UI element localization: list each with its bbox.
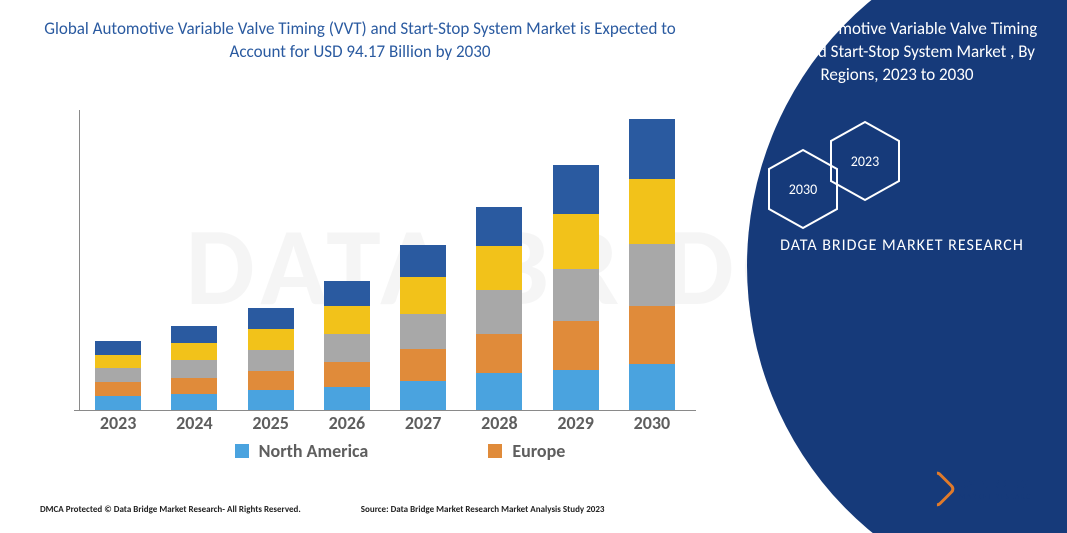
hexagon-label: 2023	[851, 153, 879, 170]
bar-segment-top_blue	[171, 326, 217, 343]
legend-swatch	[235, 444, 249, 458]
bar-segment-yellow	[400, 277, 446, 314]
x-axis-labels: 2023 2024 2025 2026 2027 2028 2029 2030	[80, 412, 690, 434]
bar-segment-top_blue	[476, 207, 522, 246]
bar-segment-yellow	[248, 329, 294, 350]
x-axis-label: 2027	[405, 412, 442, 434]
bar-segment-europe	[324, 362, 370, 387]
logo-text: DATA BRIDGE	[959, 477, 1037, 492]
bar-segment-gray	[400, 314, 446, 349]
hexagon-group: 2030 2023	[767, 120, 947, 230]
bar-segment-north_america	[248, 390, 294, 410]
bar-segment-europe	[171, 378, 217, 394]
right-panel-title: Global Automotive Variable Valve Timing …	[747, 18, 1047, 87]
bar-segment-gray	[629, 244, 675, 306]
bar-segment-top_blue	[553, 165, 599, 213]
bar-segment-top_blue	[324, 281, 370, 306]
x-axis-label: 2028	[481, 412, 518, 434]
bar-segment-europe	[629, 306, 675, 364]
x-axis-label: 2026	[329, 412, 366, 434]
bar-segment-yellow	[95, 355, 141, 369]
infographic-canvas: DATA BRIDGE Global Automotive Variable V…	[0, 0, 1067, 533]
bar-segment-top_blue	[629, 119, 675, 179]
bar-segment-north_america	[171, 394, 217, 410]
legend-item: Europe	[488, 440, 565, 462]
bar-segment-yellow	[629, 179, 675, 244]
legend-item: North America	[235, 440, 369, 462]
legend-swatch	[488, 444, 502, 458]
bar-segment-north_america	[476, 373, 522, 410]
footer: DMCA Protected © Data Bridge Market Rese…	[40, 504, 740, 515]
hexagon-2023: 2023	[829, 120, 901, 202]
bar-segment-north_america	[400, 381, 446, 410]
x-axis-label: 2024	[176, 412, 213, 434]
bar-segment-europe	[248, 371, 294, 391]
bar-segment-north_america	[629, 364, 675, 410]
bar-segment-north_america	[553, 370, 599, 410]
legend-label: Europe	[512, 440, 565, 462]
bar-segment-europe	[476, 334, 522, 373]
bar-segment-gray	[476, 290, 522, 334]
bar-column	[324, 281, 370, 410]
bar-column	[95, 341, 141, 410]
bar-segment-europe	[553, 321, 599, 369]
bar-segment-yellow	[476, 246, 522, 290]
bar-segment-gray	[248, 350, 294, 371]
bar-segment-gray	[171, 360, 217, 377]
footer-copyright: DMCA Protected © Data Bridge Market Rese…	[40, 504, 301, 515]
bar-segment-north_america	[324, 387, 370, 410]
bar-segment-yellow	[171, 343, 217, 360]
bar-segment-top_blue	[248, 308, 294, 329]
bar-segment-top_blue	[400, 245, 446, 277]
bar-segment-yellow	[553, 214, 599, 269]
bar-column	[248, 308, 294, 410]
bar-column	[629, 119, 675, 410]
legend-label: North America	[259, 440, 369, 462]
bar-segment-gray	[324, 334, 370, 362]
bar-segment-yellow	[324, 306, 370, 334]
x-axis-label: 2023	[100, 412, 137, 434]
x-axis	[74, 410, 696, 411]
chart-legend: North America Europe	[150, 440, 650, 462]
bar-column	[476, 207, 522, 410]
bar-segment-gray	[95, 368, 141, 382]
bar-segment-gray	[553, 269, 599, 321]
bar-segment-top_blue	[95, 341, 141, 355]
brand-text: DATA BRIDGE MARKET RESEARCH	[767, 235, 1037, 257]
logo-icon	[917, 469, 957, 509]
footer-source: Source: Data Bridge Market Research Mark…	[361, 504, 605, 515]
bar-chart	[80, 110, 690, 410]
bar-segment-north_america	[95, 396, 141, 410]
x-axis-label: 2025	[252, 412, 289, 434]
logo-subtext: MARKET RESEARCH	[959, 492, 1037, 502]
bar-segment-europe	[400, 349, 446, 381]
brand-logo: DATA BRIDGE MARKET RESEARCH	[923, 475, 1037, 503]
bar-segment-europe	[95, 382, 141, 396]
x-axis-label: 2030	[634, 412, 671, 434]
bar-column	[171, 326, 217, 410]
main-title: Global Automotive Variable Valve Timing …	[40, 18, 680, 64]
bar-group	[80, 110, 690, 410]
bar-column	[553, 165, 599, 410]
x-axis-label: 2029	[557, 412, 594, 434]
hexagon-label: 2030	[789, 181, 817, 198]
bar-column	[400, 245, 446, 410]
